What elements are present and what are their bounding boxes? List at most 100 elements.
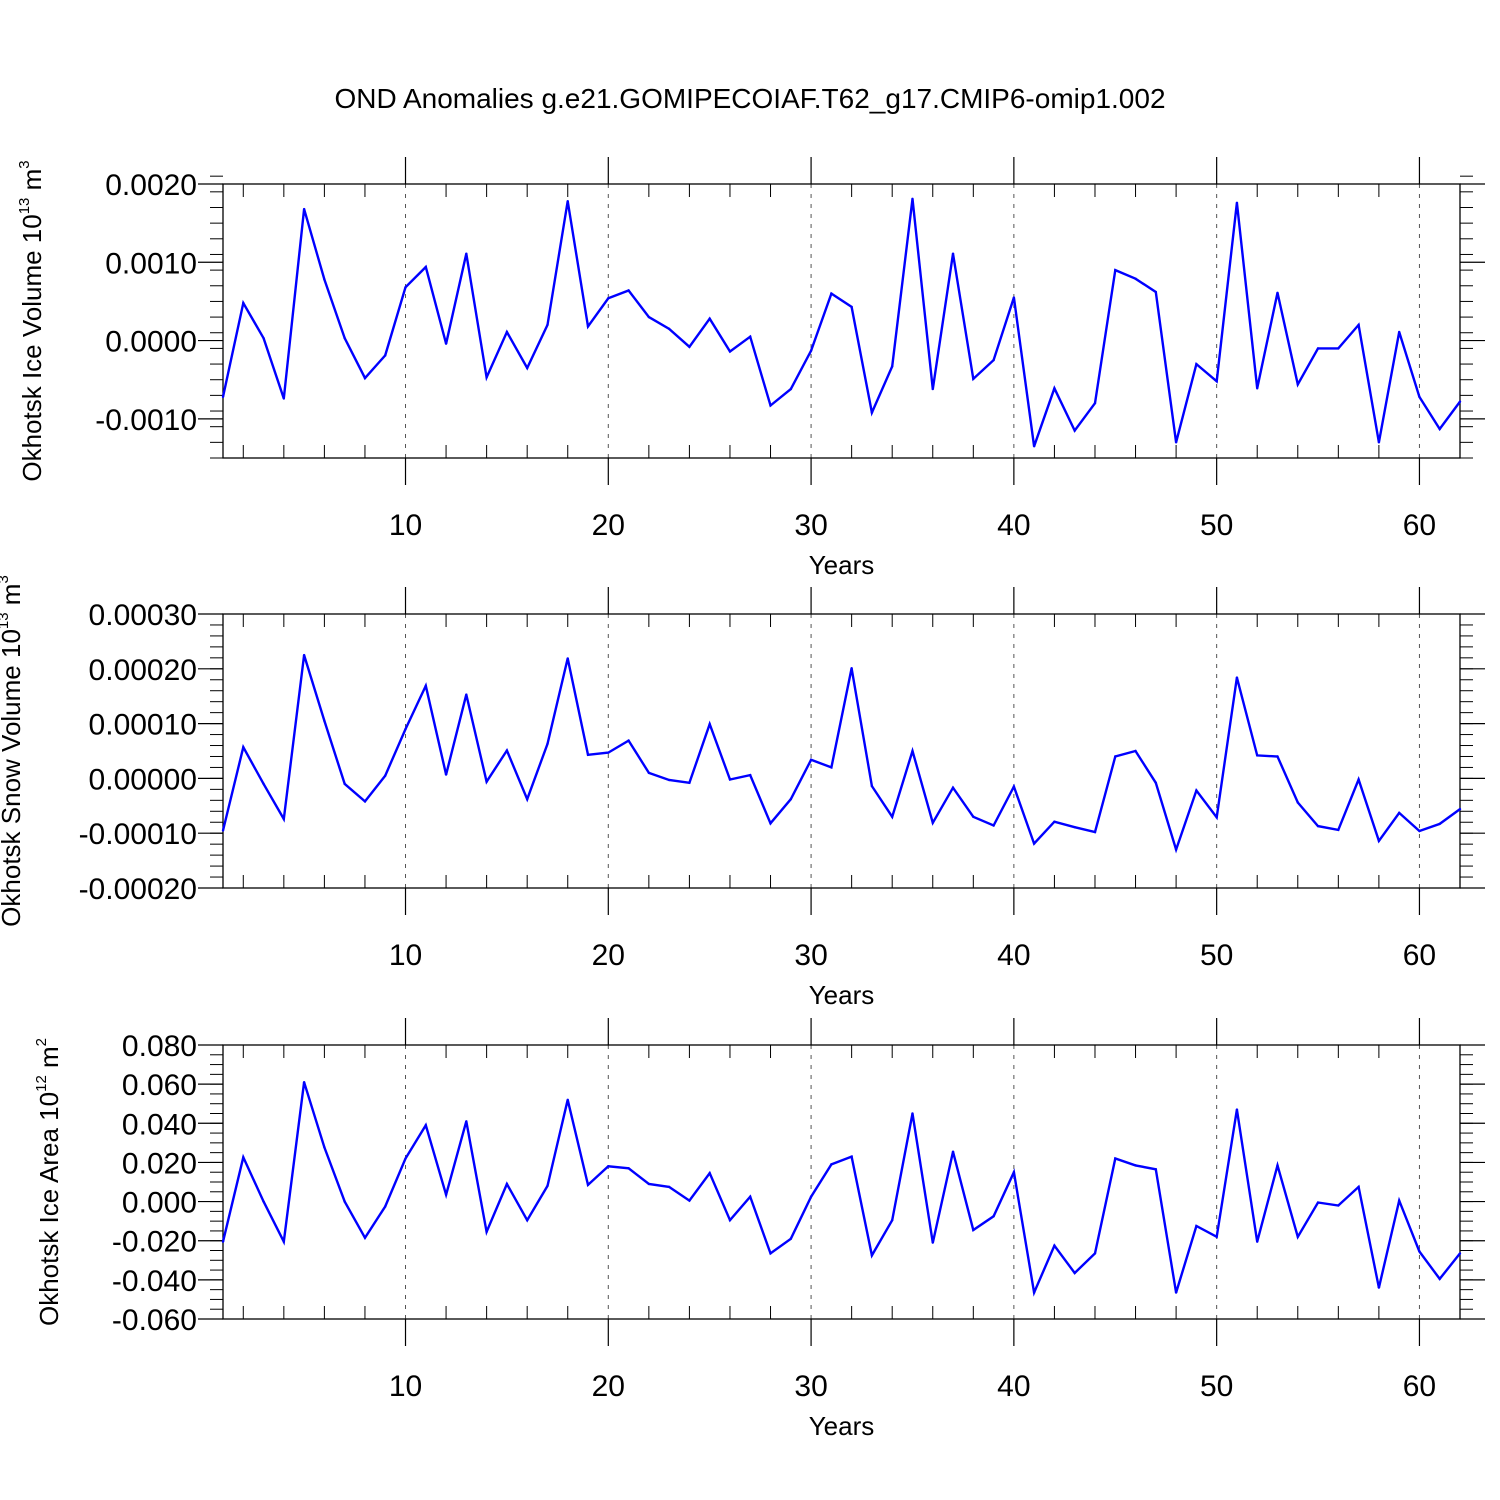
data-point: [444, 342, 448, 345]
data-point: [1357, 778, 1360, 781]
data-point: [404, 727, 407, 731]
data-point: [1296, 1235, 1299, 1239]
data-point: [1276, 1164, 1279, 1167]
data-point: [870, 411, 874, 414]
x-tick-label: 60: [1403, 509, 1436, 542]
data-point: [505, 1182, 509, 1186]
data-point: [728, 350, 732, 353]
data-point: [992, 1215, 995, 1218]
data-point: [890, 1218, 894, 1222]
data-point: [1397, 811, 1401, 815]
y-axis-title-superscript: 3: [0, 575, 12, 583]
data-point: [242, 1156, 245, 1159]
y-tick-label: 0.00030: [89, 599, 197, 632]
panel-1: -0.0010 0.0000 0.0010 0.0020 10 20 30 40 50 60 Yea…: [16, 157, 1485, 580]
y-axis-title-superscript: 12: [33, 1075, 50, 1092]
data-point: [1012, 296, 1016, 299]
data-point: [830, 292, 833, 295]
data-point: [830, 766, 833, 769]
data-point: [1073, 429, 1076, 432]
data-point: [1256, 387, 1259, 390]
data-point: [262, 337, 265, 340]
data-point: [1053, 1244, 1056, 1247]
data-point: [1377, 839, 1381, 843]
x-tick-label: 10: [389, 1370, 422, 1403]
data-point: [1276, 755, 1279, 758]
x-tick-label: 50: [1200, 939, 1233, 972]
y-axis-title-text: m: [0, 584, 26, 613]
data-point: [830, 1163, 833, 1166]
data-point: [525, 798, 529, 801]
x-axis-title: Years: [809, 1411, 875, 1441]
data-point: [1134, 749, 1137, 753]
data-point: [1296, 383, 1299, 386]
x-tick-label: 30: [794, 939, 827, 972]
data-point: [1458, 1252, 1462, 1255]
data-point: [647, 315, 651, 319]
data-point: [1397, 1199, 1401, 1202]
data-point: [221, 1240, 225, 1243]
data-point: [363, 376, 367, 380]
data-point: [363, 1236, 367, 1239]
data-point: [667, 1185, 671, 1189]
series-line: [221, 654, 1461, 854]
y-axis-title-superscript: 3: [16, 160, 33, 168]
data-point: [688, 345, 691, 349]
y-tick-label: 0.0000: [105, 326, 197, 359]
data-point: [586, 1183, 590, 1187]
y-axis-title: Okhotsk Ice Area 1012 m2: [33, 1038, 64, 1326]
x-tick-label: 10: [389, 509, 422, 542]
data-point: [1114, 755, 1117, 758]
x-tick-label: 50: [1200, 509, 1233, 542]
data-point: [1256, 1240, 1259, 1243]
data-point: [708, 1171, 711, 1175]
data-point: [951, 786, 955, 789]
x-tick-label: 20: [592, 939, 625, 972]
data-point: [749, 335, 752, 338]
data-point: [566, 200, 569, 203]
data-point: [424, 265, 427, 269]
data-point: [789, 387, 793, 391]
data-point: [384, 354, 387, 357]
data-point: [262, 782, 265, 786]
data-point: [485, 780, 488, 783]
y-axis-title: Okhotsk Snow Volume 1013 m3: [0, 575, 26, 927]
plot-frame: [222, 613, 1461, 889]
data-point: [444, 773, 448, 776]
data-point: [708, 722, 711, 726]
data-point: [870, 1254, 874, 1257]
series-line: [221, 1081, 1461, 1297]
data-point: [1114, 1157, 1117, 1160]
x-tick-label: 20: [592, 509, 625, 542]
data-point: [1235, 676, 1239, 679]
data-point: [1174, 441, 1178, 444]
y-tick-label: -0.0010: [95, 404, 197, 437]
data-point: [850, 667, 853, 670]
data-point: [1215, 380, 1218, 383]
data-point: [1215, 1235, 1218, 1239]
data-point: [546, 742, 549, 746]
x-tick-label: 60: [1403, 1370, 1436, 1403]
data-point: [769, 822, 772, 825]
data-point: [1032, 1291, 1036, 1294]
data-point: [546, 323, 549, 327]
x-tick-label: 50: [1200, 1370, 1233, 1403]
y-axis-title-text: m: [34, 1046, 64, 1075]
data-point: [586, 325, 590, 328]
data-point: [1195, 789, 1198, 792]
data-point: [667, 327, 671, 331]
y-tick-label: 0.00000: [89, 763, 197, 796]
series-line: [221, 198, 1461, 447]
data-point: [607, 297, 610, 300]
data-point: [1154, 1168, 1158, 1171]
figure-title: OND Anomalies g.e21.GOMIPECOIAF.T62_g17.…: [334, 83, 1165, 114]
data-point: [1377, 441, 1381, 444]
data-point: [1093, 1252, 1097, 1255]
data-point: [931, 387, 934, 391]
data-point: [1174, 848, 1178, 851]
data-point: [890, 815, 894, 818]
x-tick-label: 40: [997, 939, 1030, 972]
data-point: [951, 1150, 955, 1153]
data-point: [221, 829, 225, 832]
data-point: [1195, 362, 1198, 366]
